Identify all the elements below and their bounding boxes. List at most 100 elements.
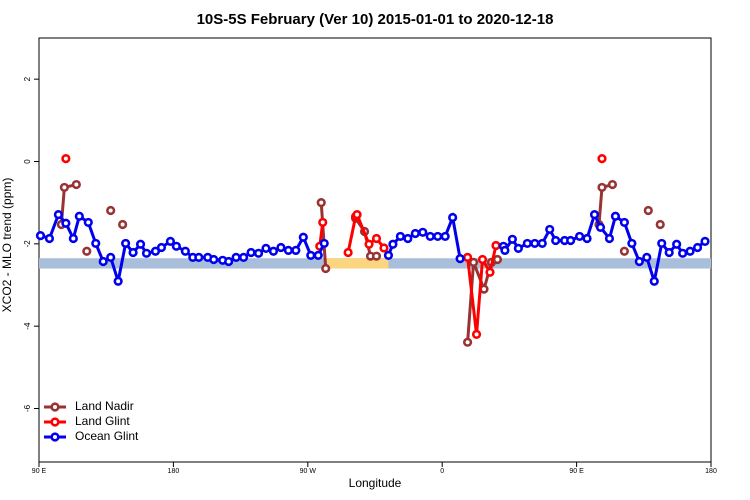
data-point <box>171 241 181 251</box>
data-point <box>231 252 241 263</box>
data-point <box>664 247 674 258</box>
data-point <box>492 254 503 265</box>
data-point <box>298 232 308 242</box>
data-point <box>35 230 46 241</box>
data-point <box>634 256 644 267</box>
data-point <box>156 242 167 253</box>
y-tick-label: 2 <box>23 76 32 81</box>
legend-label: Land Glint <box>75 414 130 428</box>
data-point <box>141 248 152 258</box>
data-point <box>491 240 501 251</box>
data-point <box>537 238 547 249</box>
series-line <box>319 202 328 269</box>
data-point <box>462 252 473 263</box>
data-point <box>121 238 131 249</box>
data-point <box>246 247 256 258</box>
data-point <box>209 254 219 265</box>
data-point <box>403 233 413 244</box>
x-tick-label: 180 <box>705 468 717 475</box>
data-point <box>619 217 629 228</box>
data-point <box>261 243 271 253</box>
x-tick-label: 0 <box>440 468 444 475</box>
data-point <box>692 242 703 253</box>
data-point <box>113 276 123 286</box>
data-point <box>291 245 301 256</box>
data-point <box>627 238 637 249</box>
data-point <box>224 256 234 267</box>
data-point <box>98 256 108 267</box>
data-point <box>471 329 482 339</box>
y-axis-label: XCO2 - MLO trend (ppm) <box>0 178 14 313</box>
data-point <box>410 228 420 239</box>
data-point <box>194 252 204 263</box>
data-point <box>364 239 374 249</box>
x-tick-label: 90 W <box>300 468 317 475</box>
data-point <box>619 246 629 256</box>
data-point <box>319 238 329 249</box>
x-tick-label: 90 E <box>32 468 47 475</box>
chart-title: 10S-5S February (Ver 10) 2015-01-01 to 2… <box>197 11 554 28</box>
data-point <box>582 233 592 244</box>
data-point <box>655 219 665 230</box>
data-point <box>388 239 398 249</box>
y-tick-label: -4 <box>23 322 32 330</box>
data-point <box>238 252 249 263</box>
data-point <box>106 205 116 216</box>
data-point <box>500 245 510 256</box>
data-point <box>610 211 621 221</box>
data-point <box>68 233 78 244</box>
data-point <box>468 257 479 267</box>
data-point <box>106 252 116 263</box>
data-point <box>425 231 435 242</box>
data-point <box>313 250 323 260</box>
data-point <box>604 233 615 244</box>
data-point <box>268 246 279 256</box>
data-point <box>74 211 84 221</box>
data-point <box>551 235 561 246</box>
data-point <box>165 236 176 246</box>
data-point <box>371 233 382 244</box>
data-point <box>485 267 495 277</box>
data-point <box>283 245 293 256</box>
data-point <box>180 246 190 256</box>
data-point <box>440 231 450 242</box>
data-point <box>589 209 600 220</box>
data-point <box>71 179 81 190</box>
data-point <box>678 248 688 258</box>
data-point <box>83 217 93 228</box>
x-tick-label: 90 E <box>569 468 584 475</box>
data-point <box>352 209 362 220</box>
reference-band <box>324 258 389 269</box>
data-point <box>53 209 64 220</box>
data-point <box>59 182 69 193</box>
data-point <box>82 246 92 256</box>
data-point <box>513 243 523 253</box>
data-point <box>643 205 653 216</box>
legend-marker <box>50 417 60 427</box>
y-tick-label: -2 <box>23 240 32 248</box>
data-point <box>607 179 618 190</box>
data-point <box>455 254 465 264</box>
data-point <box>118 219 128 230</box>
data-point <box>462 337 473 347</box>
data-point <box>657 238 667 249</box>
data-point <box>433 231 443 242</box>
data-point <box>545 224 555 235</box>
data-point <box>383 250 394 260</box>
data-point <box>566 235 576 246</box>
data-point <box>321 263 331 274</box>
data-point <box>685 246 695 256</box>
data-point <box>306 250 316 260</box>
data-point <box>477 254 488 265</box>
data-point <box>276 242 286 253</box>
data-point <box>135 239 146 249</box>
y-tick-label: -6 <box>23 404 32 412</box>
data-point <box>316 198 326 208</box>
data-point <box>649 276 659 286</box>
data-point <box>253 248 264 258</box>
data-point <box>343 247 353 258</box>
data-point <box>395 231 405 242</box>
legend-marker <box>50 402 60 412</box>
data-point <box>128 247 138 258</box>
